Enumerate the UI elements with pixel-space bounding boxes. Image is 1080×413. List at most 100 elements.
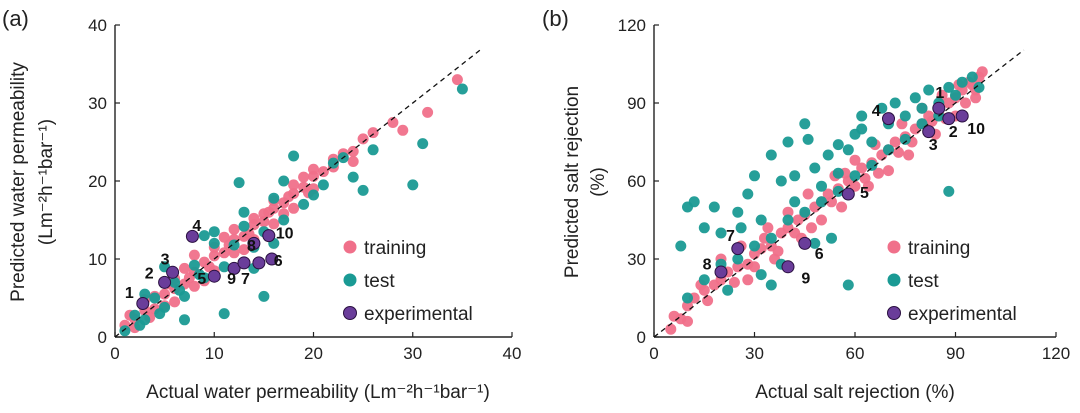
test-point xyxy=(923,84,935,96)
legend-marker-test xyxy=(887,273,901,287)
training-point xyxy=(836,201,848,213)
test-point xyxy=(134,319,146,331)
test-point xyxy=(909,92,921,104)
test-point xyxy=(233,177,245,189)
experimental-point xyxy=(955,109,969,123)
legend-marker-test xyxy=(343,273,357,287)
experimental-point-label: 4 xyxy=(872,103,881,120)
test-point xyxy=(765,232,777,244)
experimental-point-label: 1 xyxy=(935,85,944,102)
experimental-point-label: 9 xyxy=(801,271,810,288)
training-point xyxy=(816,214,827,226)
y-tick-label: 0 xyxy=(98,328,107,347)
training-point xyxy=(806,222,817,234)
training-point xyxy=(317,166,329,178)
experimental-point xyxy=(922,125,936,139)
training-point xyxy=(347,145,359,157)
series-test xyxy=(119,83,468,337)
test-point xyxy=(799,118,811,130)
y-axis-title-a-line2: (Lm⁻²h⁻¹bar⁻¹) xyxy=(36,119,57,245)
test-point xyxy=(749,170,760,182)
plot-area-a: 0 10 20 30 40 0 10 20 30 40 123 4 5 9 7 8 6 10 training tes… xyxy=(88,16,521,363)
training-point xyxy=(183,272,195,284)
experimental-point-label: 8 xyxy=(703,256,712,273)
legend-label-training: training xyxy=(908,238,970,259)
training-point xyxy=(782,206,794,218)
legend-marker-training xyxy=(887,240,901,254)
test-point xyxy=(208,226,220,238)
test-point xyxy=(782,214,794,226)
training-point xyxy=(451,74,463,86)
test-point xyxy=(722,284,734,296)
test-point xyxy=(755,214,767,226)
test-point xyxy=(765,279,777,291)
experimental-point-label: 7 xyxy=(241,271,250,288)
training-point xyxy=(859,172,871,184)
experimental-point xyxy=(185,229,199,243)
test-point xyxy=(238,220,250,232)
test-point xyxy=(856,123,868,135)
test-point xyxy=(742,188,754,200)
test-point xyxy=(816,196,827,208)
test-point xyxy=(876,102,888,114)
experimental-point xyxy=(714,265,728,279)
test-point xyxy=(179,314,190,326)
training-point xyxy=(802,188,814,200)
test-point xyxy=(119,325,131,337)
training-point xyxy=(742,274,754,286)
y-tick-label: 0 xyxy=(637,328,646,347)
experimental-point-label: 8 xyxy=(247,238,256,255)
training-point xyxy=(228,223,240,235)
plot-area-b: 0 30 60 90 120 0 30 60 90 120 87 96 5 4 3 1 2 10 training t… xyxy=(618,16,1071,363)
y-tick-label: 30 xyxy=(627,250,646,269)
test-point xyxy=(802,133,814,145)
test-point xyxy=(789,196,801,208)
training-point xyxy=(367,127,379,139)
panel-label-a: (a) xyxy=(2,6,29,31)
test-point xyxy=(193,269,205,281)
legend-label-test: test xyxy=(364,271,395,292)
test-point xyxy=(456,83,468,95)
training-point xyxy=(826,196,837,208)
test-point xyxy=(675,240,687,252)
training-point xyxy=(849,154,861,166)
test-point xyxy=(883,144,894,156)
test-point xyxy=(149,292,161,304)
test-point xyxy=(129,309,141,321)
training-point xyxy=(728,276,740,288)
training-point xyxy=(883,165,894,177)
x-axis-title-b: Actual salt rejection (%) xyxy=(755,382,955,403)
training-point xyxy=(308,163,319,175)
experimental-point xyxy=(247,236,261,250)
test-point xyxy=(218,261,230,273)
y-tick-label: 30 xyxy=(88,94,107,113)
training-point xyxy=(970,92,982,104)
legend-marker-experimental xyxy=(343,306,357,320)
test-point xyxy=(407,179,419,191)
training-point xyxy=(397,124,409,136)
x-tick-label: 120 xyxy=(1042,344,1070,363)
legend-marker-training xyxy=(343,240,357,254)
test-point xyxy=(357,184,369,196)
test-point xyxy=(856,110,868,122)
x-tick-label: 20 xyxy=(304,344,323,363)
experimental-point xyxy=(237,256,251,270)
y-tick-label: 60 xyxy=(627,172,646,191)
training-point xyxy=(893,146,904,158)
training-point xyxy=(873,167,884,179)
legend-marker-experimental xyxy=(887,306,901,320)
test-point xyxy=(866,159,878,171)
x-tick-label: 0 xyxy=(110,344,119,363)
training-point xyxy=(288,179,300,191)
series-test xyxy=(675,71,985,304)
test-point xyxy=(842,144,854,156)
test-point xyxy=(139,288,151,300)
test-point xyxy=(889,97,901,109)
y-tick-label: 120 xyxy=(618,16,646,35)
test-point xyxy=(799,206,811,218)
experimental-point xyxy=(798,236,812,250)
experimental-point-label: 10 xyxy=(967,121,985,138)
training-point xyxy=(792,214,804,226)
test-point xyxy=(228,239,240,251)
training-point xyxy=(298,171,310,183)
